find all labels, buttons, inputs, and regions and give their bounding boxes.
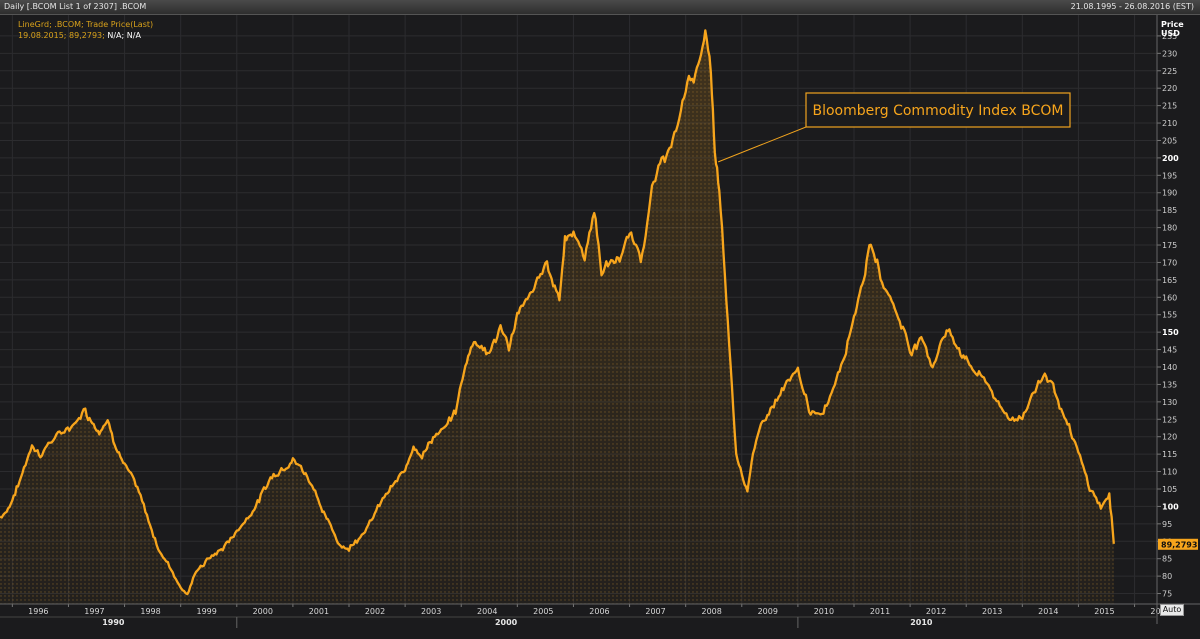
y-tick-label: 115 bbox=[1162, 450, 1177, 459]
y-tick-label: 155 bbox=[1162, 311, 1177, 320]
x-tick-label: 2000 bbox=[253, 607, 273, 616]
x-tick-label: 2008 bbox=[701, 607, 721, 616]
y-tick-label: 140 bbox=[1162, 363, 1177, 372]
price-line bbox=[0, 29, 1115, 596]
area-fill bbox=[0, 30, 1114, 604]
annotation-box bbox=[805, 92, 1071, 128]
x-tick-label: 2002 bbox=[365, 607, 385, 616]
x-tick-label: 2009 bbox=[758, 607, 778, 616]
y-tick-label: 180 bbox=[1162, 224, 1177, 233]
legend-series-value: 19.08.2015; 89,2793; N/A; N/A bbox=[18, 30, 153, 41]
x-tick-label: 2001 bbox=[309, 607, 329, 616]
y-tick-label: 105 bbox=[1162, 485, 1177, 494]
y-tick-label: 160 bbox=[1162, 293, 1177, 302]
y-tick-label: 165 bbox=[1162, 276, 1177, 285]
x-tick-label: 2010 bbox=[814, 607, 834, 616]
y-tick-label: 235 bbox=[1162, 32, 1177, 41]
x-tick-label: 2006 bbox=[589, 607, 609, 616]
y-tick-label: 110 bbox=[1162, 468, 1177, 477]
y-tick-label: 80 bbox=[1162, 572, 1172, 581]
x-tick-label: 1999 bbox=[196, 607, 216, 616]
x-tick-label: 2005 bbox=[533, 607, 553, 616]
date-range: 21.08.1995 - 26.08.2016 (EST) bbox=[1070, 2, 1194, 11]
auto-scale-button[interactable]: Auto bbox=[1160, 604, 1184, 616]
y-tick-label: 225 bbox=[1162, 67, 1177, 76]
x-tick-label: 2014 bbox=[1038, 607, 1058, 616]
legend-value-text: 19.08.2015; 89,2793; bbox=[18, 31, 105, 40]
decade-label: 2010 bbox=[910, 618, 933, 627]
legend-na-text: N/A; N/A bbox=[107, 31, 141, 40]
y-tick-label: 145 bbox=[1162, 346, 1177, 355]
y-tick-label: 215 bbox=[1162, 102, 1177, 111]
y-tick-label: 130 bbox=[1162, 398, 1177, 407]
x-tick-label: 1997 bbox=[84, 607, 104, 616]
y-tick-label: 135 bbox=[1162, 380, 1177, 389]
decade-label: 2000 bbox=[495, 618, 518, 627]
y-tick-label: 125 bbox=[1162, 415, 1177, 424]
y-tick-label: 190 bbox=[1162, 189, 1177, 198]
series-legend: LineGrd; .BCOM; Trade Price(Last) 19.08.… bbox=[18, 19, 153, 41]
x-tick-label: 2011 bbox=[870, 607, 890, 616]
y-tick-label: 170 bbox=[1162, 258, 1177, 267]
decade-label: 1990 bbox=[102, 618, 125, 627]
y-tick-label: 175 bbox=[1162, 241, 1177, 250]
y-tick-label: 230 bbox=[1162, 49, 1177, 58]
y-tick-label: 185 bbox=[1162, 206, 1177, 215]
y-tick-label: 85 bbox=[1162, 555, 1172, 564]
x-tick-label: 2003 bbox=[421, 607, 441, 616]
legend-series-label: LineGrd; .BCOM; Trade Price(Last) bbox=[18, 20, 154, 29]
x-tick-label: 2013 bbox=[982, 607, 1002, 616]
y-axis-unit: USD bbox=[1161, 29, 1180, 38]
y-tick-label: 220 bbox=[1162, 84, 1177, 93]
x-tick-label: 2012 bbox=[926, 607, 946, 616]
x-tick-label: 2007 bbox=[645, 607, 665, 616]
y-tick-label: 95 bbox=[1162, 520, 1172, 529]
y-tick-label: 205 bbox=[1162, 136, 1177, 145]
y-tick-label: 200 bbox=[1162, 154, 1179, 163]
annotation-text: Bloomberg Commodity Index BCOM bbox=[812, 103, 1063, 119]
window-title: Daily [.BCOM List 1 of 2307] .BCOM bbox=[4, 2, 147, 11]
y-tick-label: 75 bbox=[1162, 590, 1172, 599]
y-tick-label: 210 bbox=[1162, 119, 1177, 128]
x-tick-label: 2004 bbox=[477, 607, 497, 616]
price-chart: 7580859095100105110115120125130135140145… bbox=[0, 15, 1200, 628]
last-value-label: 89,2793 bbox=[1161, 540, 1197, 549]
x-tick-label: 1998 bbox=[140, 607, 160, 616]
y-tick-label: 100 bbox=[1162, 502, 1179, 511]
x-tick-label: 2015 bbox=[1094, 607, 1114, 616]
x-tick-label: 1996 bbox=[28, 607, 48, 616]
window-titlebar: Daily [.BCOM List 1 of 2307] .BCOM 21.08… bbox=[0, 0, 1200, 15]
last-value-tag bbox=[1158, 538, 1198, 550]
annotation-leader bbox=[718, 126, 807, 163]
y-tick-label: 120 bbox=[1162, 433, 1177, 442]
y-tick-label: 150 bbox=[1162, 328, 1179, 337]
y-axis-title: Price bbox=[1161, 20, 1184, 29]
y-tick-label: 195 bbox=[1162, 171, 1177, 180]
